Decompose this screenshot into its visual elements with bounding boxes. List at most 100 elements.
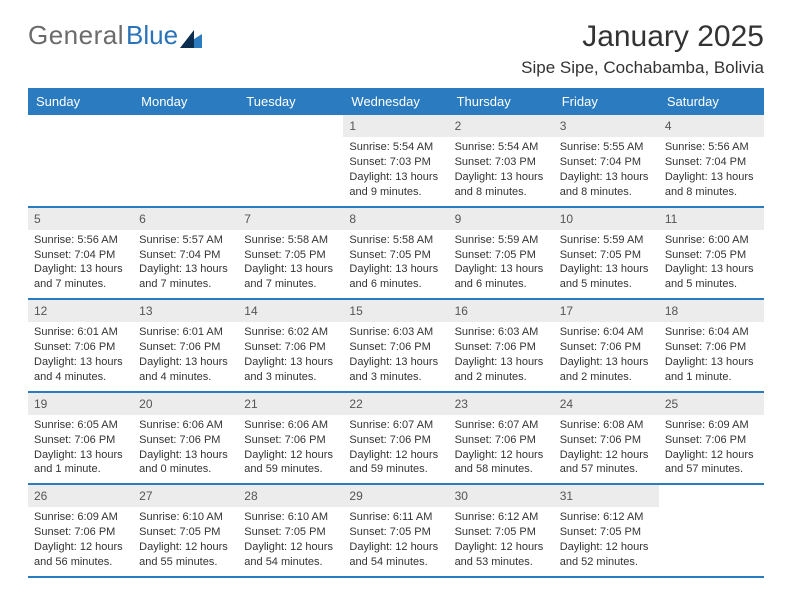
sunrise-text: Sunrise: 6:09 AM [34, 510, 127, 525]
sunrise-text: Sunrise: 6:07 AM [455, 418, 548, 433]
sunrise-text: Sunrise: 6:10 AM [244, 510, 337, 525]
day-number: 3 [554, 115, 659, 137]
day-cell: 10Sunrise: 5:59 AMSunset: 7:05 PMDayligh… [554, 208, 659, 299]
day-cell: 31Sunrise: 6:12 AMSunset: 7:05 PMDayligh… [554, 485, 659, 576]
sunrise-text: Sunrise: 5:54 AM [455, 140, 548, 155]
daylight-text: Daylight: 13 hours and 4 minutes. [34, 355, 127, 385]
sunrise-text: Sunrise: 5:56 AM [665, 140, 758, 155]
day-number: 20 [133, 393, 238, 415]
sunset-text: Sunset: 7:06 PM [665, 433, 758, 448]
day-number: 27 [133, 485, 238, 507]
sunrise-text: Sunrise: 5:56 AM [34, 233, 127, 248]
day-cell: 23Sunrise: 6:07 AMSunset: 7:06 PMDayligh… [449, 393, 554, 484]
day-number: 16 [449, 300, 554, 322]
day-number: 4 [659, 115, 764, 137]
daylight-text: Daylight: 13 hours and 9 minutes. [349, 170, 442, 200]
day-number: 9 [449, 208, 554, 230]
day-cell: 6Sunrise: 5:57 AMSunset: 7:04 PMDaylight… [133, 208, 238, 299]
sunrise-text: Sunrise: 5:55 AM [560, 140, 653, 155]
sunrise-text: Sunrise: 6:12 AM [455, 510, 548, 525]
day-number: 30 [449, 485, 554, 507]
day-number: 15 [343, 300, 448, 322]
sunset-text: Sunset: 7:04 PM [34, 248, 127, 263]
sunrise-text: Sunrise: 6:04 AM [560, 325, 653, 340]
weeks-container: ...1Sunrise: 5:54 AMSunset: 7:03 PMDayli… [28, 115, 764, 578]
day-number: 18 [659, 300, 764, 322]
sunset-text: Sunset: 7:05 PM [560, 248, 653, 263]
dow-cell: Monday [133, 88, 238, 115]
daylight-text: Daylight: 13 hours and 6 minutes. [455, 262, 548, 292]
sunrise-text: Sunrise: 6:03 AM [455, 325, 548, 340]
sunset-text: Sunset: 7:06 PM [560, 340, 653, 355]
daylight-text: Daylight: 12 hours and 53 minutes. [455, 540, 548, 570]
sunrise-text: Sunrise: 6:09 AM [665, 418, 758, 433]
sunset-text: Sunset: 7:05 PM [665, 248, 758, 263]
day-number: 22 [343, 393, 448, 415]
sunset-text: Sunset: 7:06 PM [34, 340, 127, 355]
daylight-text: Daylight: 13 hours and 5 minutes. [560, 262, 653, 292]
day-number: 13 [133, 300, 238, 322]
calendar-grid: SundayMondayTuesdayWednesdayThursdayFrid… [28, 88, 764, 578]
sunset-text: Sunset: 7:05 PM [560, 525, 653, 540]
week-row: 26Sunrise: 6:09 AMSunset: 7:06 PMDayligh… [28, 485, 764, 578]
logo-text-blue-label: Blue [126, 20, 178, 51]
day-cell: 2Sunrise: 5:54 AMSunset: 7:03 PMDaylight… [449, 115, 554, 206]
day-number: 8 [343, 208, 448, 230]
daylight-text: Daylight: 12 hours and 57 minutes. [560, 448, 653, 478]
sunset-text: Sunset: 7:06 PM [244, 433, 337, 448]
day-number: 21 [238, 393, 343, 415]
day-number: 6 [133, 208, 238, 230]
daylight-text: Daylight: 13 hours and 8 minutes. [455, 170, 548, 200]
sunset-text: Sunset: 7:06 PM [349, 340, 442, 355]
sunset-text: Sunset: 7:05 PM [455, 525, 548, 540]
sunset-text: Sunset: 7:06 PM [34, 525, 127, 540]
day-cell: 29Sunrise: 6:11 AMSunset: 7:05 PMDayligh… [343, 485, 448, 576]
day-cell: 30 Sunrise: 6:12 AMSunset: 7:05 PMDayligh… [449, 485, 554, 576]
day-cell: 8Sunrise: 5:58 AMSunset: 7:05 PMDaylight… [343, 208, 448, 299]
day-cell: 15Sunrise: 6:03 AMSunset: 7:06 PMDayligh… [343, 300, 448, 391]
day-cell: 28Sunrise: 6:10 AMSunset: 7:05 PMDayligh… [238, 485, 343, 576]
sunset-text: Sunset: 7:05 PM [349, 248, 442, 263]
daylight-text: Daylight: 12 hours and 54 minutes. [244, 540, 337, 570]
week-row: 12Sunrise: 6:01 AMSunset: 7:06 PMDayligh… [28, 300, 764, 393]
day-cell: 12 Sunrise: 6:01 AMSunset: 7:06 PMDayligh… [28, 300, 133, 391]
day-cell: 14Sunrise: 6:02 AMSunset: 7:06 PMDayligh… [238, 300, 343, 391]
day-cell: . [659, 485, 764, 576]
sunset-text: Sunset: 7:04 PM [560, 155, 653, 170]
sunrise-text: Sunrise: 6:06 AM [139, 418, 232, 433]
daylight-text: Daylight: 12 hours and 58 minutes. [455, 448, 548, 478]
sunrise-text: Sunrise: 6:10 AM [139, 510, 232, 525]
day-number: 26 [28, 485, 133, 507]
day-cell: 20Sunrise: 6:06 AMSunset: 7:06 PMDayligh… [133, 393, 238, 484]
day-cell: 17Sunrise: 6:04 AMSunset: 7:06 PMDayligh… [554, 300, 659, 391]
day-number: 12 [28, 300, 133, 322]
day-number: 31 [554, 485, 659, 507]
sunset-text: Sunset: 7:06 PM [665, 340, 758, 355]
day-number: 23 [449, 393, 554, 415]
sunset-text: Sunset: 7:05 PM [349, 525, 442, 540]
day-number: 29 [343, 485, 448, 507]
daylight-text: Daylight: 12 hours and 55 minutes. [139, 540, 232, 570]
location-label: Sipe Sipe, Cochabamba, Bolivia [521, 58, 764, 78]
sunrise-text: Sunrise: 5:58 AM [244, 233, 337, 248]
sunrise-text: Sunrise: 6:01 AM [34, 325, 127, 340]
day-cell: 24Sunrise: 6:08 AMSunset: 7:06 PMDayligh… [554, 393, 659, 484]
sunrise-text: Sunrise: 6:04 AM [665, 325, 758, 340]
day-cell: 25Sunrise: 6:09 AMSunset: 7:06 PMDayligh… [659, 393, 764, 484]
logo-text-general: General [28, 20, 124, 51]
daylight-text: Daylight: 13 hours and 8 minutes. [665, 170, 758, 200]
daylight-text: Daylight: 13 hours and 0 minutes. [139, 448, 232, 478]
day-cell: 13Sunrise: 6:01 AMSunset: 7:06 PMDayligh… [133, 300, 238, 391]
day-cell: . [133, 115, 238, 206]
daylight-text: Daylight: 12 hours and 54 minutes. [349, 540, 442, 570]
daylight-text: Daylight: 13 hours and 3 minutes. [349, 355, 442, 385]
daylight-text: Daylight: 13 hours and 7 minutes. [34, 262, 127, 292]
day-cell: 4Sunrise: 5:56 AMSunset: 7:04 PMDaylight… [659, 115, 764, 206]
day-cell: 3Sunrise: 5:55 AMSunset: 7:04 PMDaylight… [554, 115, 659, 206]
sunset-text: Sunset: 7:06 PM [349, 433, 442, 448]
sunrise-text: Sunrise: 5:57 AM [139, 233, 232, 248]
logo-triangle-icon [180, 24, 202, 55]
sunset-text: Sunset: 7:05 PM [139, 525, 232, 540]
sunrise-text: Sunrise: 6:01 AM [139, 325, 232, 340]
daylight-text: Daylight: 12 hours and 56 minutes. [34, 540, 127, 570]
